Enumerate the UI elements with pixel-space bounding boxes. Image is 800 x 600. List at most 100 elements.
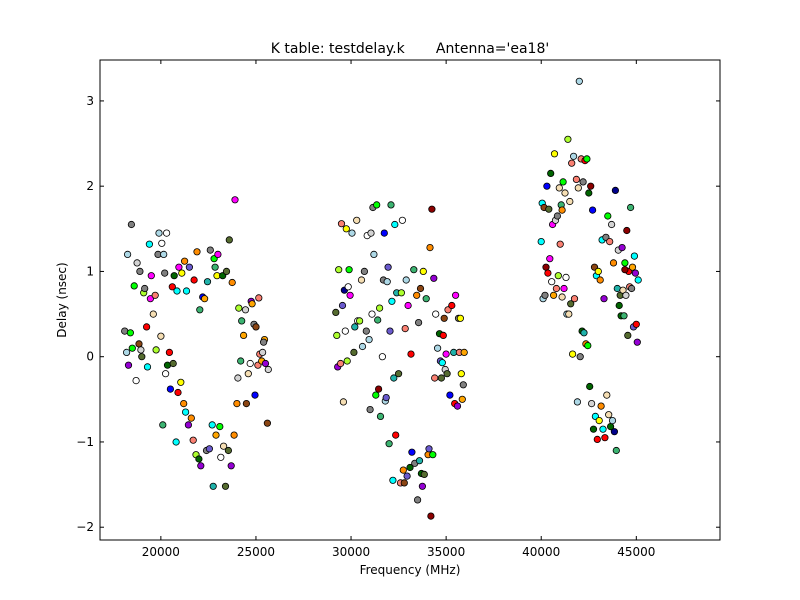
x-tick-label: 25000 (237, 545, 275, 559)
data-point (205, 445, 213, 453)
data-point (181, 257, 189, 265)
data-point (169, 359, 177, 368)
data-point (453, 402, 462, 410)
data-point (546, 255, 554, 263)
data-point (559, 178, 567, 186)
data-point (141, 284, 149, 293)
data-point (137, 346, 145, 354)
data-point (448, 301, 456, 310)
data-point (242, 399, 250, 408)
data-point (128, 344, 136, 352)
data-point (341, 327, 349, 335)
data-point (593, 435, 601, 443)
data-point (339, 398, 347, 406)
data-point (609, 259, 618, 267)
y-tick-label: 3 (86, 94, 94, 108)
data-point (413, 496, 422, 504)
data-point (407, 350, 415, 358)
data-point (346, 291, 354, 299)
data-point (353, 216, 361, 224)
data-point (228, 278, 236, 287)
data-point (252, 323, 260, 331)
data-point (628, 263, 637, 271)
data-point (214, 250, 222, 258)
data-point (189, 436, 197, 444)
y-tick-label: 1 (86, 264, 94, 278)
data-point (459, 381, 467, 389)
data-point (601, 434, 609, 442)
data-point (248, 300, 256, 308)
data-point (603, 391, 611, 399)
data-point (548, 278, 556, 286)
data-point (123, 348, 131, 356)
data-point (160, 250, 168, 258)
data-point (460, 348, 468, 356)
data-point (216, 422, 224, 431)
data-point (596, 276, 604, 284)
data-point (172, 438, 180, 446)
data-point (569, 152, 578, 160)
data-point (431, 374, 439, 382)
data-point (390, 374, 398, 382)
data-point (338, 301, 347, 310)
data-point (126, 329, 134, 337)
data-point (233, 399, 241, 408)
data-point (127, 220, 135, 229)
y-tick-label: −2 (76, 520, 94, 534)
data-point (611, 186, 620, 194)
data-point (211, 263, 219, 271)
data-point (374, 316, 382, 324)
data-point (143, 363, 152, 371)
data-point (146, 295, 154, 303)
data-point (246, 359, 254, 368)
y-tick-label: −1 (76, 435, 94, 449)
data-point (351, 323, 359, 331)
data-point (626, 203, 635, 212)
data-point (197, 462, 205, 470)
data-point (240, 331, 248, 339)
data-point (587, 182, 595, 190)
data-point (382, 393, 390, 402)
data-point (558, 206, 566, 214)
data-point (575, 77, 583, 85)
data-point (570, 295, 579, 303)
data-point (187, 414, 195, 422)
data-point (166, 385, 174, 393)
data-point (561, 189, 569, 197)
data-point (606, 238, 614, 246)
data-point (170, 272, 178, 280)
data-point (422, 295, 430, 303)
data-point (440, 314, 448, 322)
data-point (241, 306, 250, 314)
data-point (608, 416, 617, 425)
data-point (554, 272, 562, 280)
data-point (143, 323, 151, 331)
data-point (370, 250, 378, 258)
data-point (438, 359, 446, 367)
data-point (138, 353, 146, 361)
data-point (184, 421, 192, 429)
data-point (238, 317, 246, 325)
data-point (566, 197, 574, 206)
data-point (378, 353, 386, 361)
data-point (133, 259, 141, 267)
data-point (439, 331, 447, 339)
data-point (399, 466, 407, 474)
x-tick-label: 45000 (617, 545, 655, 559)
data-point (159, 421, 167, 429)
data-point (631, 269, 640, 277)
data-point (553, 212, 562, 220)
data-point (345, 266, 353, 274)
data-point (155, 229, 163, 237)
data-point (588, 206, 597, 214)
data-point (348, 229, 356, 237)
data-point (343, 357, 351, 365)
data-point (231, 196, 239, 204)
data-point (404, 301, 412, 310)
data-point (237, 357, 245, 365)
data-point (235, 304, 243, 312)
data-point (458, 395, 466, 403)
data-point (206, 246, 214, 254)
data-point (624, 331, 632, 339)
